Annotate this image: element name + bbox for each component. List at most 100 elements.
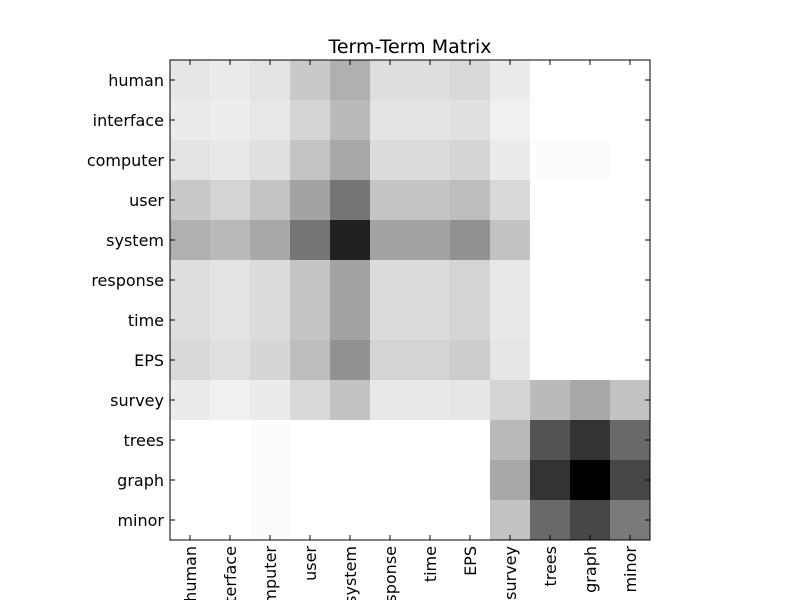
heatmap-cell-time-response	[370, 300, 411, 341]
heatmap-cell-survey-trees	[530, 380, 571, 421]
y-tick-label-interface: interface	[93, 111, 164, 130]
heatmap-cell-EPS-system	[330, 340, 371, 381]
heatmap-cell-user-system	[330, 180, 371, 221]
heatmap-cell-human-response	[370, 60, 411, 101]
heatmap-cell-EPS-graph	[570, 340, 611, 381]
heatmap-cell-time-computer	[250, 300, 291, 341]
heatmap-cell-computer-EPS	[450, 140, 491, 181]
heatmap-cell-time-time	[410, 300, 451, 341]
heatmap-cell-time-EPS	[450, 300, 491, 341]
heatmap-cell-time-human	[170, 300, 211, 341]
y-tick-labels: human interface computer user system response…	[87, 71, 165, 530]
heatmap-cell-user-response	[370, 180, 411, 221]
heatmap-cell-system-graph	[570, 220, 611, 261]
x-tick-label-user: user	[301, 546, 320, 581]
heatmap-cell-computer-user	[290, 140, 331, 181]
heatmap-cell-graph-survey	[490, 460, 531, 501]
heatmap-cell-computer-computer	[250, 140, 291, 181]
heatmap-cell-interface-graph	[570, 100, 611, 141]
heatmap-cell-minor-time	[410, 500, 451, 541]
heatmap-cell-interface-computer	[250, 100, 291, 141]
heatmap-cell-survey-human	[170, 380, 211, 421]
heatmap-cell-survey-response	[370, 380, 411, 421]
heatmap-cell-system-system	[330, 220, 371, 261]
heatmap-cell-human-computer	[250, 60, 291, 101]
heatmap-cell-minor-EPS	[450, 500, 491, 541]
heatmap-cell-interface-interface	[210, 100, 251, 141]
heatmap-cell-system-trees	[530, 220, 571, 261]
heatmap-cell-minor-minor	[610, 500, 651, 541]
heatmap-cell-survey-user	[290, 380, 331, 421]
heatmap-cell-trees-trees	[530, 420, 571, 461]
heatmap-cell-user-time	[410, 180, 451, 221]
heatmap-cell-computer-survey	[490, 140, 531, 181]
heatmap-cell-response-interface	[210, 260, 251, 301]
heatmap-cell-response-survey	[490, 260, 531, 301]
heatmap-cell-EPS-human	[170, 340, 211, 381]
heatmap-cell-system-minor	[610, 220, 651, 261]
heatmap-cell-user-minor	[610, 180, 651, 221]
heatmap-cell-time-survey	[490, 300, 531, 341]
heatmap-cell-response-user	[290, 260, 331, 301]
heatmap-cell-EPS-EPS	[450, 340, 491, 381]
heatmap-cell-EPS-time	[410, 340, 451, 381]
heatmap-cell-computer-interface	[210, 140, 251, 181]
heatmap-cell-computer-human	[170, 140, 211, 181]
heatmap-cell-time-trees	[530, 300, 571, 341]
plot-frame	[169, 59, 651, 541]
heatmap-cell-trees-survey	[490, 420, 531, 461]
x-tick-label-computer: computer	[261, 546, 280, 600]
heatmap-cell-human-trees	[530, 60, 571, 101]
heatmap-cell-time-user	[290, 300, 331, 341]
heatmap-cell-minor-human	[170, 500, 211, 541]
heatmap-cell-response-system	[330, 260, 371, 301]
heatmap-cell-EPS-trees	[530, 340, 571, 381]
heatmap-cell-response-computer	[250, 260, 291, 301]
heatmap-cell-interface-user	[290, 100, 331, 141]
heatmap-cell-minor-user	[290, 500, 331, 541]
x-tick-label-human: human	[181, 546, 200, 600]
heatmap-cell-EPS-response	[370, 340, 411, 381]
heatmap-cell-EPS-computer	[250, 340, 291, 381]
heatmap-cell-graph-human	[170, 460, 211, 501]
x-tick-label-minor: minor	[621, 546, 640, 593]
heatmap-cell-response-human	[170, 260, 211, 301]
heatmap-cell-interface-survey	[490, 100, 531, 141]
heatmap-cell-graph-graph	[570, 460, 611, 501]
heatmap-cell-survey-system	[330, 380, 371, 421]
heatmap-cell-trees-EPS	[450, 420, 491, 461]
heatmap-cell-human-EPS	[450, 60, 491, 101]
heatmap-cell-response-time	[410, 260, 451, 301]
heatmap-cell-trees-response	[370, 420, 411, 461]
heatmap-cell-graph-user	[290, 460, 331, 501]
heatmap-cell-response-EPS	[450, 260, 491, 301]
heatmap-cell-system-computer	[250, 220, 291, 261]
heatmap-cells	[170, 60, 651, 541]
heatmap-cell-survey-graph	[570, 380, 611, 421]
heatmap-cell-interface-response	[370, 100, 411, 141]
heatmap-cell-computer-system	[330, 140, 371, 181]
heatmap-cell-user-interface	[210, 180, 251, 221]
x-tick-label-survey: survey	[501, 546, 520, 600]
heatmap-cell-response-graph	[570, 260, 611, 301]
y-tick-label-trees: trees	[123, 431, 164, 450]
heatmap-cell-interface-human	[170, 100, 211, 141]
heatmap-cell-trees-system	[330, 420, 371, 461]
heatmap-cell-computer-response	[370, 140, 411, 181]
heatmap-cell-system-interface	[210, 220, 251, 261]
x-tick-label-trees: trees	[541, 546, 560, 587]
heatmap-cell-trees-user	[290, 420, 331, 461]
heatmap-cell-survey-computer	[250, 380, 291, 421]
heatmap-cell-minor-response	[370, 500, 411, 541]
heatmap-cell-response-trees	[530, 260, 571, 301]
y-tick-label-system: system	[106, 231, 164, 250]
heatmap-cell-graph-minor	[610, 460, 651, 501]
y-tick-label-user: user	[129, 191, 164, 210]
heatmap-cell-EPS-interface	[210, 340, 251, 381]
heatmap-cell-user-graph	[570, 180, 611, 221]
heatmap-cell-human-survey	[490, 60, 531, 101]
heatmap-cell-time-minor	[610, 300, 651, 341]
y-tick-label-graph: graph	[117, 471, 164, 490]
heatmap-cell-EPS-survey	[490, 340, 531, 381]
heatmap-cell-time-system	[330, 300, 371, 341]
